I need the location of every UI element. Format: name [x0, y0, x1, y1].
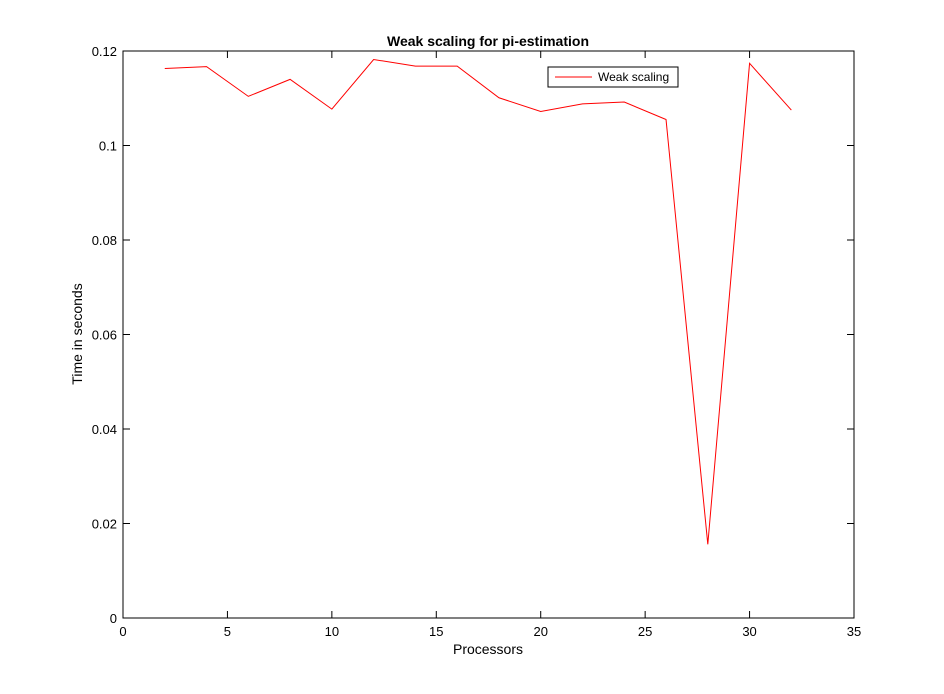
legend: Weak scaling [547, 66, 679, 88]
x-tick-label: 15 [429, 624, 443, 639]
x-tick-label: 25 [638, 624, 652, 639]
y-tick-label: 0.04 [92, 422, 117, 437]
series-layer [164, 58, 792, 545]
x-tick-label: 5 [224, 624, 231, 639]
x-tick-label: 10 [325, 624, 339, 639]
x-tick-label: 20 [533, 624, 547, 639]
y-tick-label: 0.06 [92, 328, 117, 343]
x-tick-label: 35 [847, 624, 861, 639]
y-axis: 0 0.02 0.04 0.06 0.08 0.1 0.12 [92, 44, 854, 626]
legend-box [547, 66, 679, 88]
legend-label-weak-scaling: Weak scaling [598, 70, 669, 84]
y-axis-label: Time in seconds [69, 283, 85, 384]
y-tick-label: 0 [110, 611, 117, 626]
x-tick-label: 0 [119, 624, 126, 639]
chart-title: Weak scaling for pi-estimation [387, 33, 589, 49]
plot-frame [122, 50, 855, 619]
plot-area [122, 50, 855, 619]
y-tick-label: 0.08 [92, 233, 117, 248]
series-line-weak-scaling [164, 58, 792, 545]
y-tick-label: 0.12 [92, 44, 117, 59]
x-tick-label: 30 [742, 624, 756, 639]
y-tick-label: 0.1 [99, 139, 117, 154]
x-axis-label: Processors [453, 641, 523, 657]
x-axis: 0 5 10 15 20 25 30 35 [119, 51, 861, 639]
y-tick-label: 0.02 [92, 517, 117, 532]
